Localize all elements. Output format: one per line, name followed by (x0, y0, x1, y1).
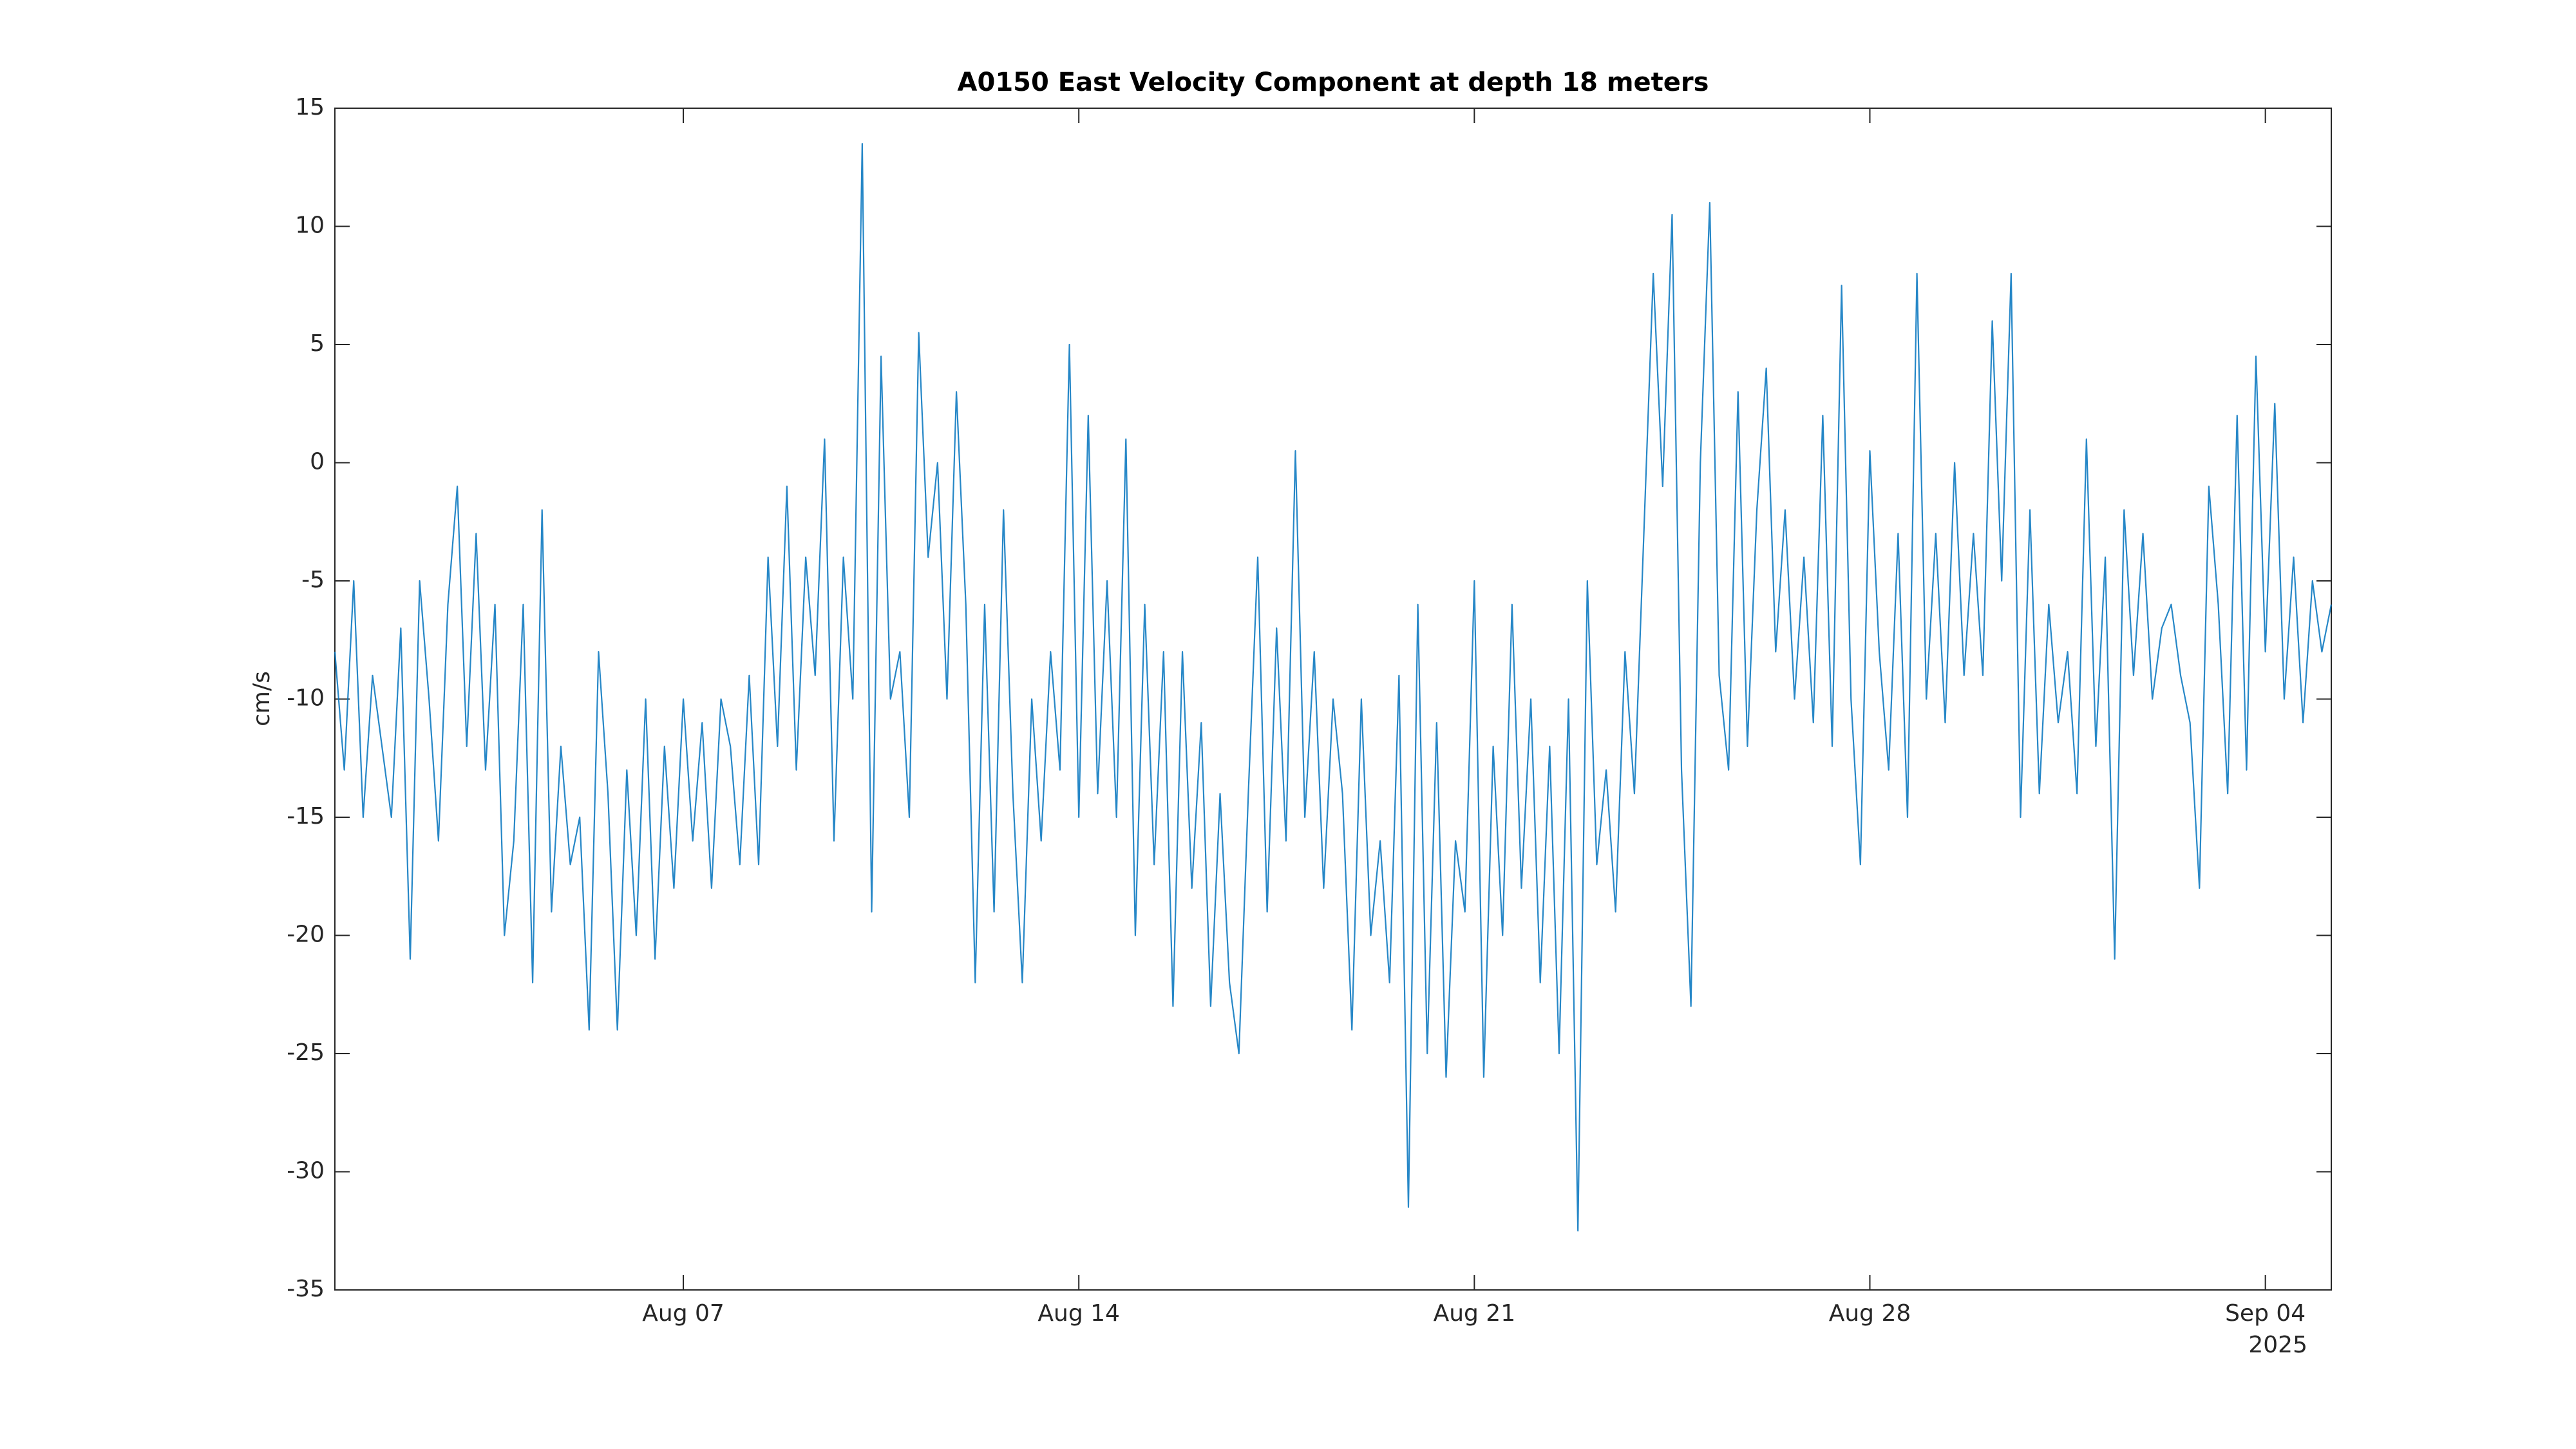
y-tick-label: -25 (287, 1039, 325, 1066)
x-tick-label: Aug 07 (642, 1300, 724, 1327)
x-tick-label: Sep 04 (2225, 1300, 2306, 1327)
x-secondary-label: 2025 (2248, 1332, 2307, 1358)
y-tick-label: -20 (287, 922, 325, 948)
y-tick-label: -10 (287, 685, 325, 712)
y-axis-label: cm/s (249, 671, 275, 726)
y-tick-label: 10 (295, 213, 325, 239)
y-tick-label: -5 (301, 567, 325, 593)
y-tick-label: 0 (310, 449, 325, 475)
y-tick-label: -30 (287, 1158, 325, 1184)
y-tick-label: -15 (287, 803, 325, 829)
y-tick-label: 15 (295, 94, 325, 120)
x-tick-label: Aug 14 (1037, 1300, 1120, 1327)
chart-title: A0150 East Velocity Component at depth 1… (958, 68, 1709, 97)
x-tick-label: Aug 28 (1829, 1300, 1911, 1327)
y-tick-label: -35 (287, 1276, 325, 1302)
x-tick-label: Aug 21 (1434, 1300, 1516, 1327)
data-line (334, 142, 2333, 1232)
y-tick-label: 5 (310, 330, 325, 357)
